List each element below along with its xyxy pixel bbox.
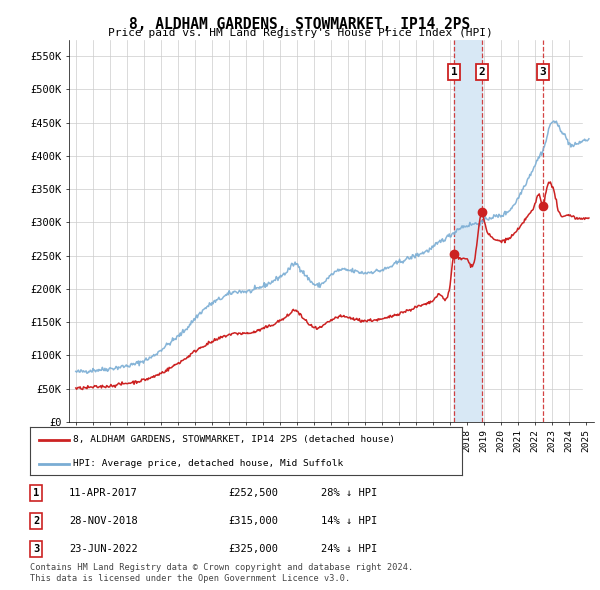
- Text: 2: 2: [479, 67, 485, 77]
- Text: 8, ALDHAM GARDENS, STOWMARKET, IP14 2PS (detached house): 8, ALDHAM GARDENS, STOWMARKET, IP14 2PS …: [73, 435, 395, 444]
- Text: Price paid vs. HM Land Registry's House Price Index (HPI): Price paid vs. HM Land Registry's House …: [107, 28, 493, 38]
- Text: £252,500: £252,500: [228, 488, 278, 497]
- Text: 11-APR-2017: 11-APR-2017: [69, 488, 138, 497]
- Text: 28% ↓ HPI: 28% ↓ HPI: [321, 488, 377, 497]
- Bar: [583, 40, 594, 422]
- Text: 8, ALDHAM GARDENS, STOWMARKET, IP14 2PS: 8, ALDHAM GARDENS, STOWMARKET, IP14 2PS: [130, 17, 470, 31]
- Text: Contains HM Land Registry data © Crown copyright and database right 2024.: Contains HM Land Registry data © Crown c…: [30, 563, 413, 572]
- Text: 3: 3: [539, 67, 546, 77]
- Text: 1: 1: [451, 67, 458, 77]
- Text: 3: 3: [33, 545, 39, 554]
- Text: 24% ↓ HPI: 24% ↓ HPI: [321, 545, 377, 554]
- Text: HPI: Average price, detached house, Mid Suffolk: HPI: Average price, detached house, Mid …: [73, 460, 343, 468]
- Text: 23-JUN-2022: 23-JUN-2022: [69, 545, 138, 554]
- Text: 14% ↓ HPI: 14% ↓ HPI: [321, 516, 377, 526]
- Text: This data is licensed under the Open Government Licence v3.0.: This data is licensed under the Open Gov…: [30, 574, 350, 583]
- Text: £325,000: £325,000: [228, 545, 278, 554]
- Text: 1: 1: [33, 488, 39, 497]
- Text: £315,000: £315,000: [228, 516, 278, 526]
- Text: 28-NOV-2018: 28-NOV-2018: [69, 516, 138, 526]
- Text: 2: 2: [33, 516, 39, 526]
- Bar: [583, 40, 594, 422]
- Bar: [454, 40, 482, 422]
